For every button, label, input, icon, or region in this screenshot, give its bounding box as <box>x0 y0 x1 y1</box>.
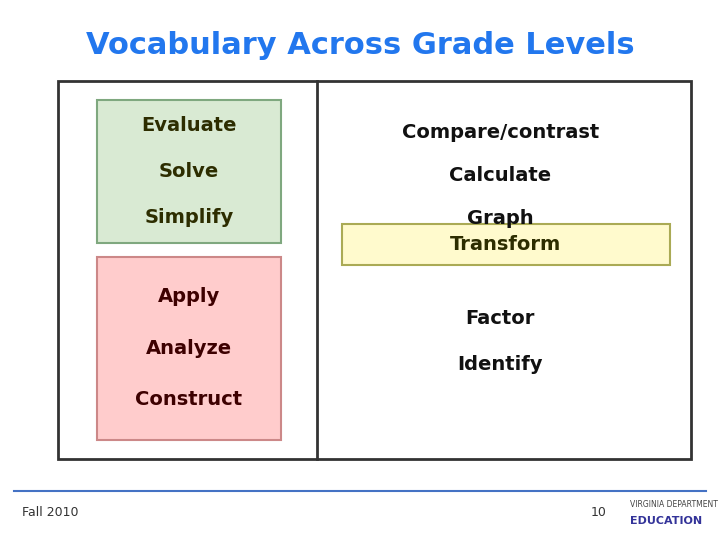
Bar <box>58 81 691 459</box>
Bar <box>97 100 281 243</box>
Text: 10: 10 <box>590 507 606 519</box>
Bar <box>97 256 281 440</box>
Text: EDUCATION: EDUCATION <box>630 516 702 526</box>
Text: Apply: Apply <box>158 287 220 307</box>
Text: VIRGINIA DEPARTMENT OF: VIRGINIA DEPARTMENT OF <box>630 501 720 509</box>
Text: Solve: Solve <box>159 162 219 181</box>
Text: Vocabulary Across Grade Levels: Vocabulary Across Grade Levels <box>86 31 634 60</box>
Text: Simplify: Simplify <box>145 208 233 227</box>
Text: Evaluate: Evaluate <box>141 116 237 135</box>
Text: Factor: Factor <box>466 309 535 328</box>
Text: Fall 2010: Fall 2010 <box>22 507 78 519</box>
Bar <box>342 224 670 265</box>
Text: Identify: Identify <box>458 355 543 374</box>
Text: Construct: Construct <box>135 390 243 409</box>
Text: Analyze: Analyze <box>146 339 232 358</box>
Text: Transform: Transform <box>450 235 562 254</box>
Text: Compare/contrast: Compare/contrast <box>402 123 599 142</box>
Text: Calculate: Calculate <box>449 166 552 185</box>
Text: Graph: Graph <box>467 209 534 228</box>
